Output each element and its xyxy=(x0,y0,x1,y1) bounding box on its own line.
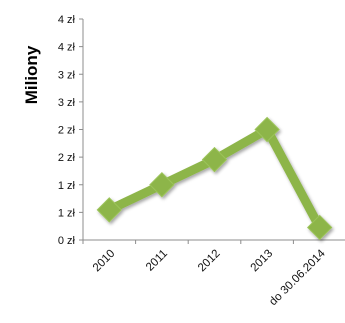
data-point-marker xyxy=(254,116,280,143)
y-axis-ticks: 0 zł 1 zł 1 zł 2 zł 2 zł 3 zł 3 zł 4 zł 4 zł xyxy=(58,14,83,247)
data-point-marker xyxy=(96,197,123,223)
series-line xyxy=(104,125,325,232)
y-tick-label: 1 zł xyxy=(58,180,76,192)
y-tick-label: 1 zł xyxy=(58,207,76,219)
series-group xyxy=(96,116,333,241)
y-tick-label: 3 zł xyxy=(58,97,76,109)
y-tick-label: 0 zł xyxy=(58,235,76,247)
y-tick-label: 2 zł xyxy=(58,152,76,164)
data-point-marker xyxy=(201,146,228,173)
data-point-marker xyxy=(149,172,175,198)
x-category-label: 2012 xyxy=(196,248,223,275)
y-tick-label: 2 zł xyxy=(58,125,76,137)
x-category-label: 2013 xyxy=(249,248,276,275)
data-point-marker xyxy=(306,214,333,241)
y-tick-label: 4 zł xyxy=(58,42,76,54)
x-category-label: 2010 xyxy=(91,248,118,275)
y-axis-title: Miliony xyxy=(22,45,41,104)
y-tick-label: 4 zł xyxy=(58,14,76,26)
x-category-label: 2011 xyxy=(144,248,170,274)
y-tick-label: 3 zł xyxy=(58,69,76,81)
x-category-label: do 30.06.2014 xyxy=(267,247,328,308)
